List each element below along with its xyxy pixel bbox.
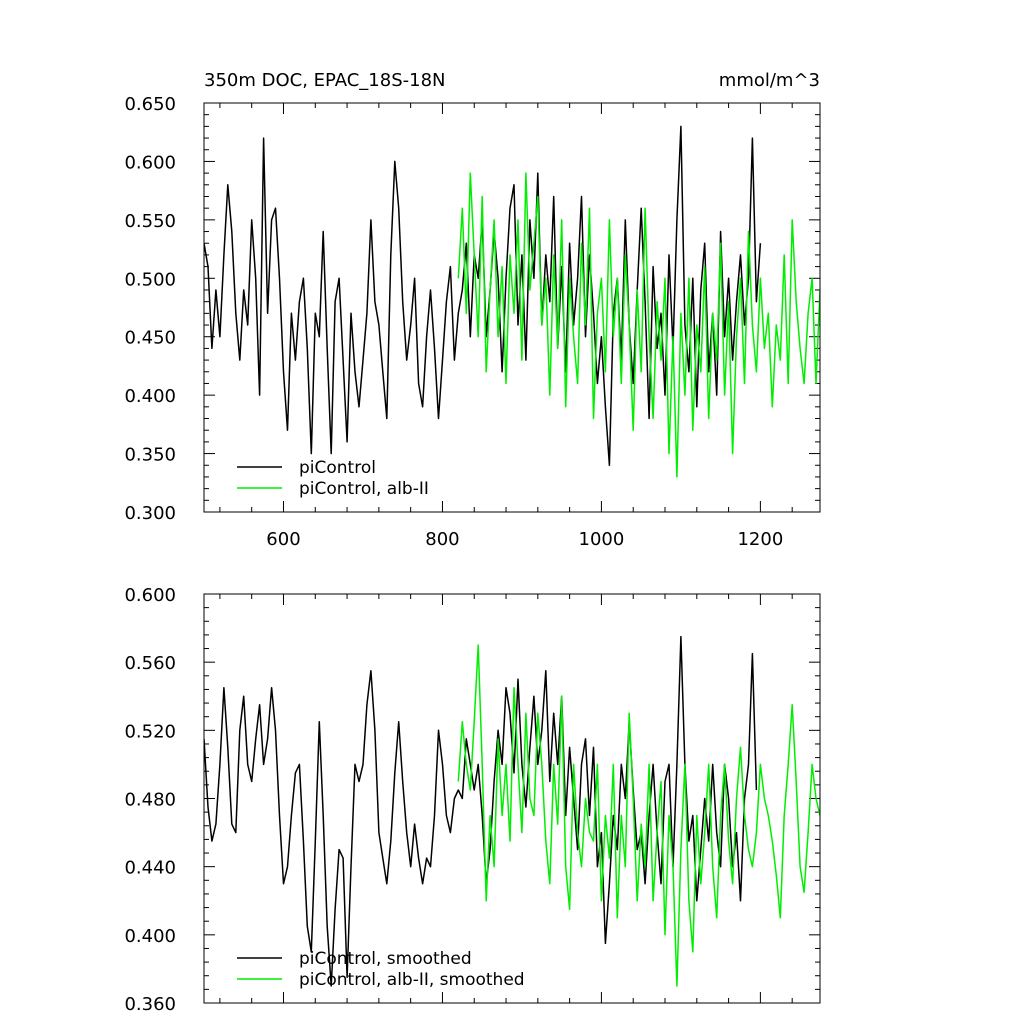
bottom-series (204, 635, 820, 987)
bottom-y-tick-label: 0.360 (124, 994, 176, 1015)
top-x-tick-label: 800 (425, 529, 459, 550)
top-y-tick-label: 0.550 (124, 211, 176, 232)
bottom-y-tick-label: 0.600 (124, 585, 176, 606)
bottom-series-line-0 (204, 635, 758, 987)
chart-title: 350m DOC, EPAC_18S-18N (204, 70, 446, 91)
top-x-tick-label: 600 (266, 529, 300, 550)
top-y-tick-label: 0.400 (124, 386, 176, 407)
top-y-tick-label: 0.300 (124, 503, 176, 524)
bottom-plot-frame (203, 593, 821, 1004)
top-series (204, 125, 820, 478)
top-plot-frame (203, 102, 821, 513)
bottom-legend-label-1: piControl, alb-II, smoothed (299, 970, 525, 990)
bottom-panel: 0.360 0.400 0.440 0.480 0.520 0.560 0.600 piCo… (124, 585, 821, 1015)
bottom-y-tick-label: 0.440 (124, 858, 176, 879)
top-y-tick-label: 0.500 (124, 269, 176, 290)
top-y-tick-label: 0.650 (124, 94, 176, 115)
bottom-series-line-1 (457, 644, 820, 987)
top-series-line-1 (457, 172, 820, 478)
top-legend-label-1: piControl, alb-II (299, 479, 429, 499)
bottom-legend-label-0: piControl, smoothed (299, 949, 472, 969)
bottom-y-tick-label: 0.520 (124, 721, 176, 742)
top-y-tick-label: 0.600 (124, 152, 176, 173)
top-panel: 350m DOC, EPAC_18S-18N mmol/m^3 600 800 10… (124, 70, 821, 550)
bottom-ticks: 0.360 0.400 0.440 0.480 0.520 0.560 0.600 (124, 585, 820, 1015)
bottom-y-tick-label: 0.480 (124, 790, 176, 811)
top-y-tick-label: 0.350 (124, 445, 176, 466)
bottom-y-tick-label: 0.560 (124, 653, 176, 674)
top-series-line-0 (204, 125, 762, 467)
top-ticks: 600 800 1000 1200 0.300 0.350 0.400 0.450 0.500 0… (124, 94, 820, 550)
bottom-y-tick-label: 0.400 (124, 926, 176, 947)
top-legend-label-0: piControl (299, 458, 376, 478)
top-x-tick-label: 1000 (579, 529, 625, 550)
top-y-tick-label: 0.450 (124, 328, 176, 349)
units-label: mmol/m^3 (719, 70, 820, 91)
top-x-tick-label: 1200 (737, 529, 783, 550)
